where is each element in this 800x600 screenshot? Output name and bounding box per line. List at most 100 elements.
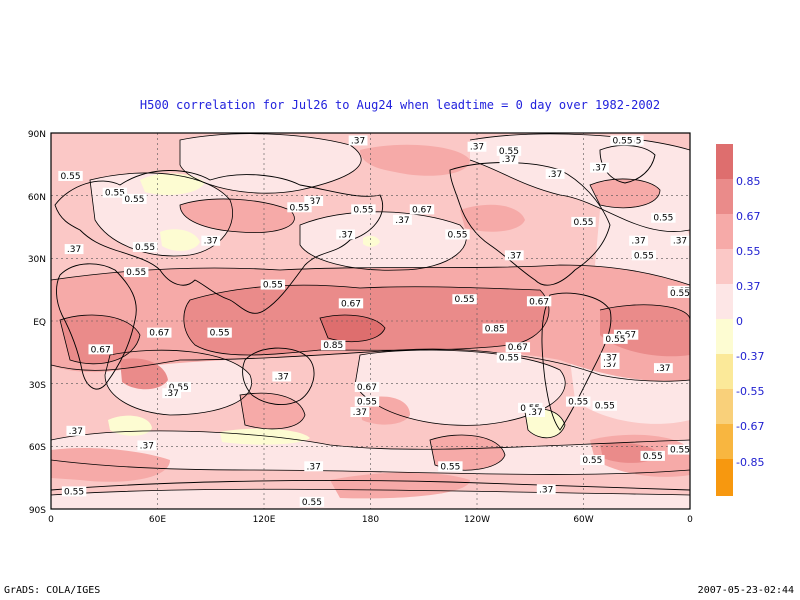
contour-line — [599, 304, 690, 321]
footer-credit: GrADS: COLA/IGES — [4, 585, 101, 596]
axis-labels: 0 60E 120E 180 120W 60W 0 90N 60N 30N EQ… — [28, 130, 693, 525]
fill-light-north-pacific — [180, 133, 362, 194]
legend-label: -0.85 — [736, 456, 764, 469]
contour-label-bg — [124, 267, 149, 278]
legend-box-0.85-1 — [716, 144, 733, 179]
legend-label: 0.37 — [736, 280, 761, 293]
contour-label: .37 — [502, 155, 516, 165]
contour-label-bg — [354, 381, 380, 392]
contour-label: .37 — [307, 462, 321, 472]
coastline-eurasia — [54, 170, 384, 314]
contour-label-bg — [201, 235, 221, 246]
contour-label-bg — [272, 371, 292, 382]
contour-label-bg — [122, 193, 147, 204]
contour-label-bg — [565, 396, 591, 407]
fill-high-madagascar — [120, 358, 168, 390]
contour-label: .37 — [353, 408, 367, 418]
coastline-australia — [242, 347, 315, 406]
contour-label: .37 — [140, 441, 154, 451]
x-tick-label: 0 — [687, 515, 693, 525]
contour-label: 0.55 — [105, 189, 125, 199]
contour-label-bg — [132, 241, 158, 252]
fill-light-south-pacific — [355, 350, 566, 426]
contour-label: 0.55 — [499, 354, 519, 364]
fill-mid-south-aus — [240, 393, 305, 429]
legend-box-neg-0.85-1 — [716, 459, 733, 496]
contour-label: 0.55 — [595, 402, 615, 412]
coastline-africa — [56, 263, 137, 390]
contour-line — [51, 430, 690, 450]
contour-label: 0.85 — [323, 341, 343, 351]
y-tick-label: 90S — [29, 506, 46, 516]
contour-label-bg — [526, 407, 545, 417]
contour-label: .37 — [275, 372, 289, 382]
fill-light-southern — [51, 430, 690, 475]
contour-label: 0.85 — [485, 324, 505, 334]
legend-label: 0.67 — [736, 210, 761, 223]
contour-label-bg — [631, 250, 657, 261]
contour-label-bg — [321, 340, 346, 351]
legend-label: 0 — [736, 315, 743, 328]
contour-label-bg — [452, 294, 477, 305]
contour-label-bg — [600, 358, 620, 369]
contour-line — [179, 133, 362, 194]
contour-labels: .370.55.370.55.370.55.37.370.55.370.550.… — [58, 135, 693, 508]
legend-box-0-0.37 — [716, 284, 733, 319]
contour-label-bg — [409, 204, 435, 215]
contour-label: 0.55 — [124, 195, 144, 205]
contour-label: 0.55 — [634, 251, 654, 261]
contour-label: 0.55 — [440, 462, 460, 472]
y-tick-label: 60N — [28, 193, 46, 203]
contour-label: .37 — [338, 230, 352, 240]
contour-label-bg — [348, 135, 368, 146]
y-tick-label: 30S — [29, 381, 46, 391]
contour-label-bg — [137, 440, 157, 451]
contour-label-bg — [304, 196, 324, 207]
contour-line — [51, 264, 690, 286]
legend-box-0.67-0.85 — [716, 179, 733, 214]
contour-label: 0.55 — [643, 452, 663, 462]
y-tick-label: EQ — [33, 318, 46, 328]
contour-label: .37 — [539, 485, 553, 495]
fill-neg-pacific-small — [363, 235, 380, 247]
contour-label: .37 — [592, 164, 606, 174]
x-tick-label: 60E — [149, 515, 166, 525]
contour-label: .37 — [603, 354, 617, 364]
contour-label-bg — [66, 425, 86, 436]
grid-lines — [51, 133, 690, 509]
legend-box-0.55-0.67 — [716, 214, 733, 249]
contour-line — [469, 159, 690, 232]
contour-label-bg — [504, 250, 524, 261]
color-legend: 0.85 0.67 0.55 0.37 0 -0.37 -0.55 -0.67 … — [716, 144, 764, 496]
contour-label-bg — [102, 187, 128, 198]
fill-neg-southern — [220, 428, 310, 445]
contour-label-bg — [526, 296, 552, 307]
contour-label-bg — [600, 352, 620, 363]
contour-label: .37 — [395, 216, 409, 226]
contour-label-bg — [545, 168, 565, 179]
contour-label: 0.55 — [289, 203, 309, 213]
legend-box-neg-0-0.37 — [716, 319, 733, 354]
map-frame — [50, 132, 691, 510]
contour-label-bg — [88, 344, 113, 355]
contour-label-bg — [629, 235, 648, 246]
contour-line — [89, 172, 233, 257]
contour-label-bg — [438, 461, 463, 472]
contour-label: 0.67 — [149, 329, 169, 339]
fill-light-pacific-north — [300, 211, 467, 271]
contour-label: 0.55 — [135, 243, 155, 253]
contour-label: 0.55 — [670, 289, 690, 299]
contour-label-bg — [653, 363, 673, 374]
contour-label-bg — [496, 145, 522, 156]
contour-label-bg — [354, 396, 380, 407]
contour-label: 0.67 — [508, 343, 528, 353]
legend-label: 0.55 — [736, 245, 761, 258]
y-tick-label: 90N — [28, 130, 46, 140]
fill-mid-sw-indian — [51, 448, 170, 482]
contour-label-bg — [482, 323, 507, 334]
legend-label: 0.85 — [736, 175, 761, 188]
contour-label-bg — [571, 216, 596, 227]
contour-label-bg — [467, 141, 487, 152]
footer-timestamp: 2007-05-23-02:44 — [697, 585, 794, 596]
x-tick-label: 180 — [362, 515, 379, 525]
